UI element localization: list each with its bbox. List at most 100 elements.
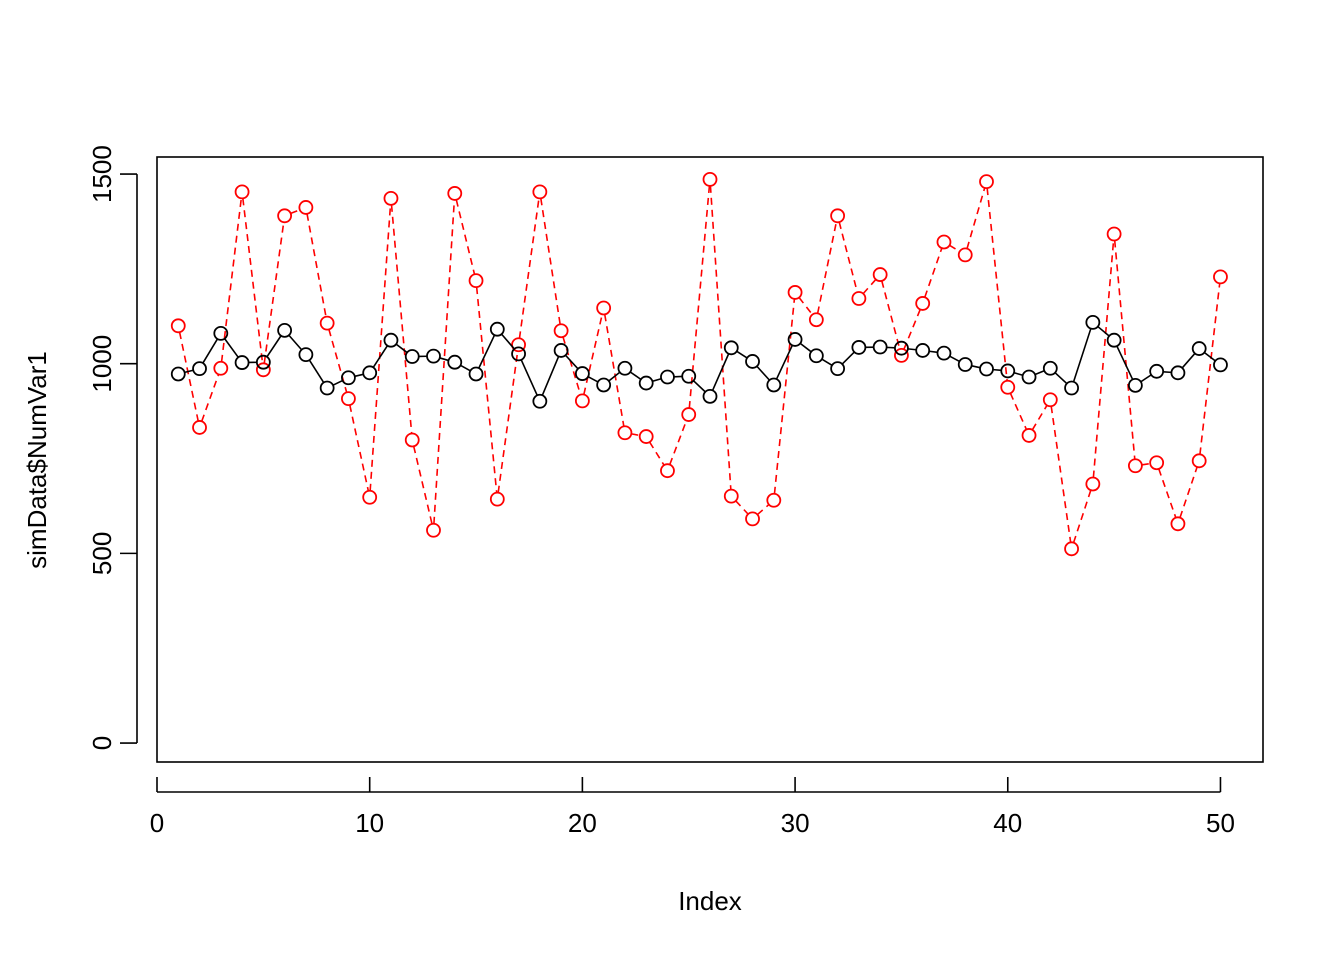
series-line-segment xyxy=(862,278,877,295)
series-line-segment xyxy=(478,334,496,369)
data-point xyxy=(766,492,782,508)
data-point xyxy=(957,247,973,263)
series-line-segment xyxy=(349,404,370,492)
series-line-segment xyxy=(200,374,220,422)
data-point xyxy=(681,407,697,422)
data-point xyxy=(596,300,612,316)
series-line-segment xyxy=(756,503,770,516)
data-point xyxy=(277,322,293,338)
data-point xyxy=(745,354,760,369)
series-line-segment xyxy=(242,198,264,364)
data-point xyxy=(532,393,548,409)
data-point xyxy=(319,315,335,331)
data-point xyxy=(660,369,675,385)
series-line-segment xyxy=(1092,240,1115,478)
series-line-segment xyxy=(992,368,1002,372)
data-point xyxy=(617,360,633,376)
x-tick-label: 50 xyxy=(1206,808,1235,838)
data-point xyxy=(234,355,250,370)
series-line-segment xyxy=(838,221,859,293)
data-point xyxy=(915,296,931,311)
series-line-segment xyxy=(1072,489,1092,543)
data-point xyxy=(213,325,229,341)
data-point xyxy=(808,312,824,328)
data-point xyxy=(1127,377,1143,393)
data-point xyxy=(1106,332,1122,348)
data-point xyxy=(1149,363,1165,379)
series-line-segment xyxy=(816,222,838,314)
y-tick-label: 1500 xyxy=(87,145,117,203)
series-line-segment xyxy=(711,353,730,391)
data-point xyxy=(532,184,548,200)
plot-box xyxy=(156,156,1264,763)
data-point xyxy=(936,234,952,250)
data-point xyxy=(574,366,590,381)
data-point xyxy=(362,489,378,505)
series-layer xyxy=(170,171,1228,557)
data-point xyxy=(1000,363,1016,379)
series-line-segment xyxy=(949,355,960,363)
series-line-segment xyxy=(564,354,579,370)
series-line-segment xyxy=(907,348,917,351)
data-point xyxy=(1191,341,1207,356)
data-point xyxy=(1000,379,1016,395)
data-point xyxy=(638,375,654,391)
data-point xyxy=(383,332,399,348)
data-point xyxy=(979,361,994,377)
x-tick-label: 40 xyxy=(993,808,1022,838)
data-point xyxy=(553,323,569,339)
data-point xyxy=(468,366,484,382)
series-line-segment xyxy=(1163,370,1172,374)
data-point xyxy=(1064,541,1079,557)
series-line-segment xyxy=(412,446,433,525)
series-line-segment xyxy=(1199,283,1221,455)
x-axis: 0 10 20 30 40 50 xyxy=(150,777,1235,838)
series-line-segment xyxy=(395,343,408,354)
x-axis-title: Index xyxy=(678,886,742,916)
series-line-segment xyxy=(1009,392,1028,430)
series-line-segment xyxy=(669,420,688,465)
data-point xyxy=(660,463,675,479)
data-point xyxy=(404,432,420,448)
series-line-segment xyxy=(306,213,327,317)
series-line-segment xyxy=(603,314,625,427)
data-point xyxy=(787,332,803,347)
series-line-segment xyxy=(178,331,199,422)
series-line-segment xyxy=(709,185,732,490)
series-line-segment xyxy=(924,247,943,298)
data-point xyxy=(872,339,888,355)
data-point xyxy=(468,273,484,289)
data-point xyxy=(936,345,952,361)
data-point xyxy=(404,349,420,364)
series-line-segment xyxy=(587,375,599,383)
data-point xyxy=(915,343,931,358)
series-line-segment xyxy=(966,187,986,249)
data-point xyxy=(851,291,867,306)
series-line-segment xyxy=(455,199,476,275)
series-line-segment xyxy=(929,350,938,354)
series-line-segment xyxy=(986,188,1008,381)
series-line-segment xyxy=(652,378,662,383)
data-point xyxy=(1170,516,1186,532)
data-point xyxy=(894,340,909,356)
data-point xyxy=(1042,392,1058,408)
series-line-segment xyxy=(433,199,456,524)
series-line-segment xyxy=(497,351,519,493)
data-point xyxy=(553,343,569,358)
data-point xyxy=(808,348,824,364)
series-line-segment xyxy=(631,433,640,437)
series-line-segment xyxy=(949,244,961,253)
data-point xyxy=(1191,453,1207,469)
series-line-segment xyxy=(692,380,706,393)
series-line-segment xyxy=(1113,240,1136,460)
data-point xyxy=(979,174,994,190)
series-line-segment xyxy=(736,350,748,359)
data-point xyxy=(1170,365,1186,381)
series-line-segment xyxy=(648,441,665,466)
data-point xyxy=(170,366,186,382)
data-point xyxy=(213,360,229,376)
data-point xyxy=(830,208,846,224)
series-line-segment xyxy=(775,344,794,380)
data-point xyxy=(1149,455,1165,471)
